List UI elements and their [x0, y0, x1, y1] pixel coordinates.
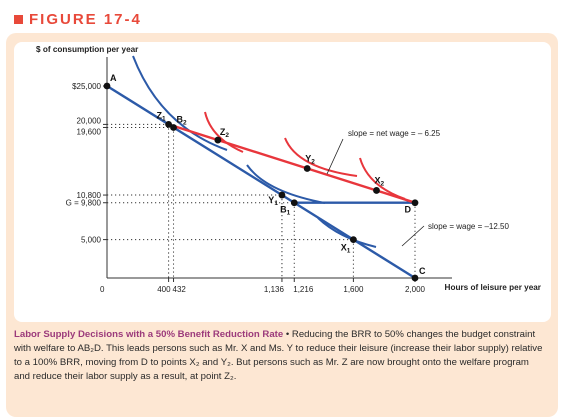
point-z1 [165, 121, 173, 128]
caption-title: Labor Supply Decisions with a 50% Benefi… [14, 329, 284, 340]
y-tick-label: 10,800 [77, 191, 102, 200]
x-tick-label: 2,000 [405, 285, 426, 294]
point-label: Y2 [305, 153, 315, 165]
y-axis-title: $ of consumption per year [36, 45, 139, 54]
point-label: Y1 [268, 195, 278, 207]
budget-lines [106, 84, 416, 280]
net-wage-leader [326, 138, 344, 175]
x-tick-label: 432 [173, 285, 187, 294]
x-tick-label: 1,136 [264, 285, 285, 294]
point-y1 [278, 191, 286, 199]
y1-curve [246, 164, 326, 204]
net-wage-annotation: slope = net wage = – 6.25 [348, 129, 441, 138]
point-label: X1 [341, 243, 351, 255]
point-x1 [350, 236, 357, 244]
point-z2 [214, 136, 222, 144]
point-d [411, 199, 419, 207]
point-label: Z1 [156, 110, 166, 122]
x1-curve [317, 217, 377, 248]
x-tick-label: 1,600 [343, 285, 364, 294]
figure-square-icon [14, 14, 23, 24]
point-label: C [419, 266, 426, 276]
x-tick-label: 1,216 [293, 285, 314, 294]
point-label: X2 [375, 175, 385, 187]
wage-annotation: slope = wage = –12.50 [428, 222, 510, 231]
point-b2 [170, 124, 177, 131]
point-y2 [303, 165, 311, 172]
y-tick-label: G = 9,800 [66, 199, 102, 208]
point-label: Z2 [220, 127, 230, 139]
caption-text: Reducing the BRR to 50% changes the budg… [14, 329, 543, 382]
point-c [411, 274, 419, 282]
z2-curve [204, 111, 244, 153]
point-label: D [405, 205, 412, 215]
budget-line [106, 84, 416, 280]
point-label: B2 [177, 114, 188, 126]
x-tick-label: 400 [157, 285, 171, 294]
point-x2 [373, 187, 380, 194]
point-label: A [110, 73, 117, 83]
plot-area [14, 42, 551, 322]
origin-label: 0 [100, 285, 105, 294]
x-axis-title: Hours of leisure per year [445, 283, 542, 292]
indifference-curves [132, 55, 406, 248]
y-tick-label: 19,600 [77, 127, 102, 136]
point-b1 [290, 199, 298, 207]
wage-leader [401, 225, 425, 247]
y-tick-label: 5,000 [81, 236, 102, 245]
caption-bullet: • [283, 329, 292, 340]
figure-label: FIGURE 17-4 [29, 10, 142, 28]
figure-header: FIGURE 17-4 [14, 8, 142, 30]
y-tick-label: $25,000 [72, 82, 101, 91]
y-tick-label: 20,000 [77, 116, 102, 125]
point-label: B1 [280, 205, 291, 217]
figure-caption: Labor Supply Decisions with a 50% Benefi… [14, 328, 544, 384]
guide-lines [107, 123, 416, 278]
z1-curve [132, 55, 228, 151]
y2-curve [284, 137, 358, 177]
point-a [103, 82, 111, 90]
